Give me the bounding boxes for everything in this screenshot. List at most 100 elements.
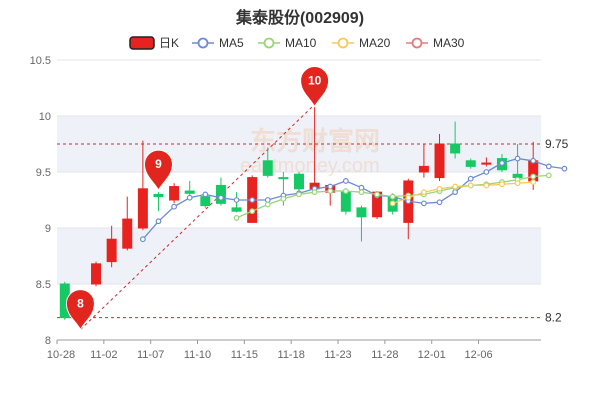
x-tick-label: 11-23 bbox=[324, 349, 351, 361]
marker-pin bbox=[300, 66, 330, 108]
ma10-point bbox=[545, 172, 552, 179]
candle-body bbox=[122, 218, 133, 249]
candle-body bbox=[169, 186, 180, 201]
ma10-point bbox=[249, 208, 256, 215]
candle-body bbox=[294, 173, 304, 190]
ma10-point bbox=[233, 215, 240, 221]
ma5-point bbox=[499, 160, 505, 166]
ma20-point bbox=[514, 180, 521, 187]
ma10-point bbox=[311, 189, 318, 196]
x-tick-label: 12-01 bbox=[418, 349, 446, 361]
legend-item-dayk[interactable]: 日K bbox=[129, 36, 179, 50]
candle-body bbox=[106, 238, 117, 263]
ma5-point bbox=[186, 194, 193, 201]
legend-swatch-dot bbox=[337, 37, 349, 49]
legend-label: MA10 bbox=[285, 36, 317, 50]
reference-label: 9.75 bbox=[545, 137, 569, 151]
y-tick-label: 8 bbox=[45, 335, 51, 347]
ma10-point bbox=[327, 188, 334, 194]
x-axis: 10-28 11-02 11-07 11-10 11-15 11-18 11-23 11-28… bbox=[47, 340, 493, 361]
ma5-point bbox=[218, 194, 224, 201]
legend-swatch-dot bbox=[411, 37, 423, 49]
candle-body bbox=[434, 143, 445, 179]
ma20-point bbox=[467, 182, 474, 189]
legend-swatch-dot bbox=[263, 37, 275, 49]
candle-body bbox=[356, 207, 367, 218]
y-tick-label: 9 bbox=[45, 223, 51, 235]
candle-body bbox=[184, 190, 195, 194]
ma5-point bbox=[233, 197, 240, 203]
x-tick-label: 11-02 bbox=[90, 349, 117, 361]
legend[interactable]: 日K MA5 MA10 MA20 MA30 bbox=[129, 36, 465, 50]
legend-swatch-dot bbox=[197, 37, 209, 49]
candle-body bbox=[450, 143, 461, 154]
ma10-point bbox=[530, 173, 537, 180]
ma10-point bbox=[280, 195, 287, 202]
ma5-point bbox=[249, 197, 256, 203]
marker-label: 8 bbox=[77, 297, 84, 311]
ma5-point bbox=[139, 236, 146, 243]
x-tick-label: 11-28 bbox=[371, 349, 398, 361]
candle-body bbox=[231, 207, 242, 212]
ma5-line bbox=[142, 157, 565, 240]
x-tick-label: 12-06 bbox=[464, 349, 492, 361]
candle-body bbox=[465, 160, 476, 167]
y-axis: 8 8.5 9 9.5 10 10.5 bbox=[30, 55, 541, 347]
ma20-point bbox=[389, 200, 396, 207]
chart-title: 集泰股份(002909) bbox=[235, 10, 365, 27]
ma20-point bbox=[530, 179, 537, 185]
marker-9: 9 bbox=[143, 149, 173, 192]
ma20-point bbox=[405, 194, 412, 201]
ma10-point bbox=[389, 193, 396, 200]
legend-label: MA20 bbox=[359, 36, 391, 50]
trend-line-segment bbox=[80, 104, 315, 330]
marker-pin bbox=[143, 149, 173, 192]
ma5-point bbox=[545, 163, 552, 170]
ma5-point bbox=[421, 200, 427, 207]
legend-label: MA30 bbox=[433, 36, 465, 50]
candle-body bbox=[153, 193, 164, 198]
legend-item-ma10[interactable]: MA10 bbox=[258, 36, 317, 50]
candle-body bbox=[340, 191, 351, 212]
ma5-point bbox=[342, 178, 349, 184]
reference-lines: 9.75 8.2 bbox=[57, 137, 569, 325]
ma5-point bbox=[467, 175, 474, 182]
x-tick-label: 11-10 bbox=[184, 349, 211, 361]
ma10-point bbox=[358, 189, 365, 196]
x-tick-label: 11-15 bbox=[231, 349, 258, 361]
legend-item-ma5[interactable]: MA5 bbox=[192, 36, 244, 50]
reference-label: 8.2 bbox=[545, 311, 562, 325]
y-tick-label: 9.5 bbox=[36, 167, 51, 179]
x-tick-label: 11-07 bbox=[137, 349, 164, 361]
y-tick-label: 8.5 bbox=[36, 279, 51, 291]
ma5-point bbox=[436, 199, 443, 206]
candle-body bbox=[262, 160, 273, 176]
ma20-point bbox=[436, 185, 443, 192]
ma5-point bbox=[561, 165, 568, 172]
legend-item-ma20[interactable]: MA20 bbox=[332, 36, 391, 50]
candle-body bbox=[481, 162, 492, 165]
legend-item-ma30[interactable]: MA30 bbox=[406, 36, 465, 50]
ma5-point bbox=[530, 157, 537, 164]
marker-10: 10 bbox=[300, 66, 330, 108]
y-tick-label: 10.5 bbox=[30, 55, 51, 67]
marker-8: 8 bbox=[65, 289, 95, 331]
ma10-point bbox=[296, 191, 302, 198]
marker-label: 10 bbox=[308, 74, 322, 88]
candle-body bbox=[137, 188, 148, 229]
ma20-line bbox=[392, 181, 534, 205]
candle-body bbox=[91, 263, 102, 285]
y-tick-label: 10 bbox=[39, 111, 51, 123]
ma10-point bbox=[264, 201, 271, 208]
candle-body bbox=[418, 165, 429, 173]
marker-pin bbox=[65, 289, 95, 331]
ma20-point bbox=[421, 189, 427, 196]
candle-body bbox=[200, 196, 211, 207]
ma10-point bbox=[342, 188, 349, 194]
marker-label: 9 bbox=[155, 157, 162, 171]
x-tick-label: 10-28 bbox=[47, 349, 75, 361]
ma10-point bbox=[374, 191, 380, 198]
ma5-point bbox=[155, 218, 162, 225]
